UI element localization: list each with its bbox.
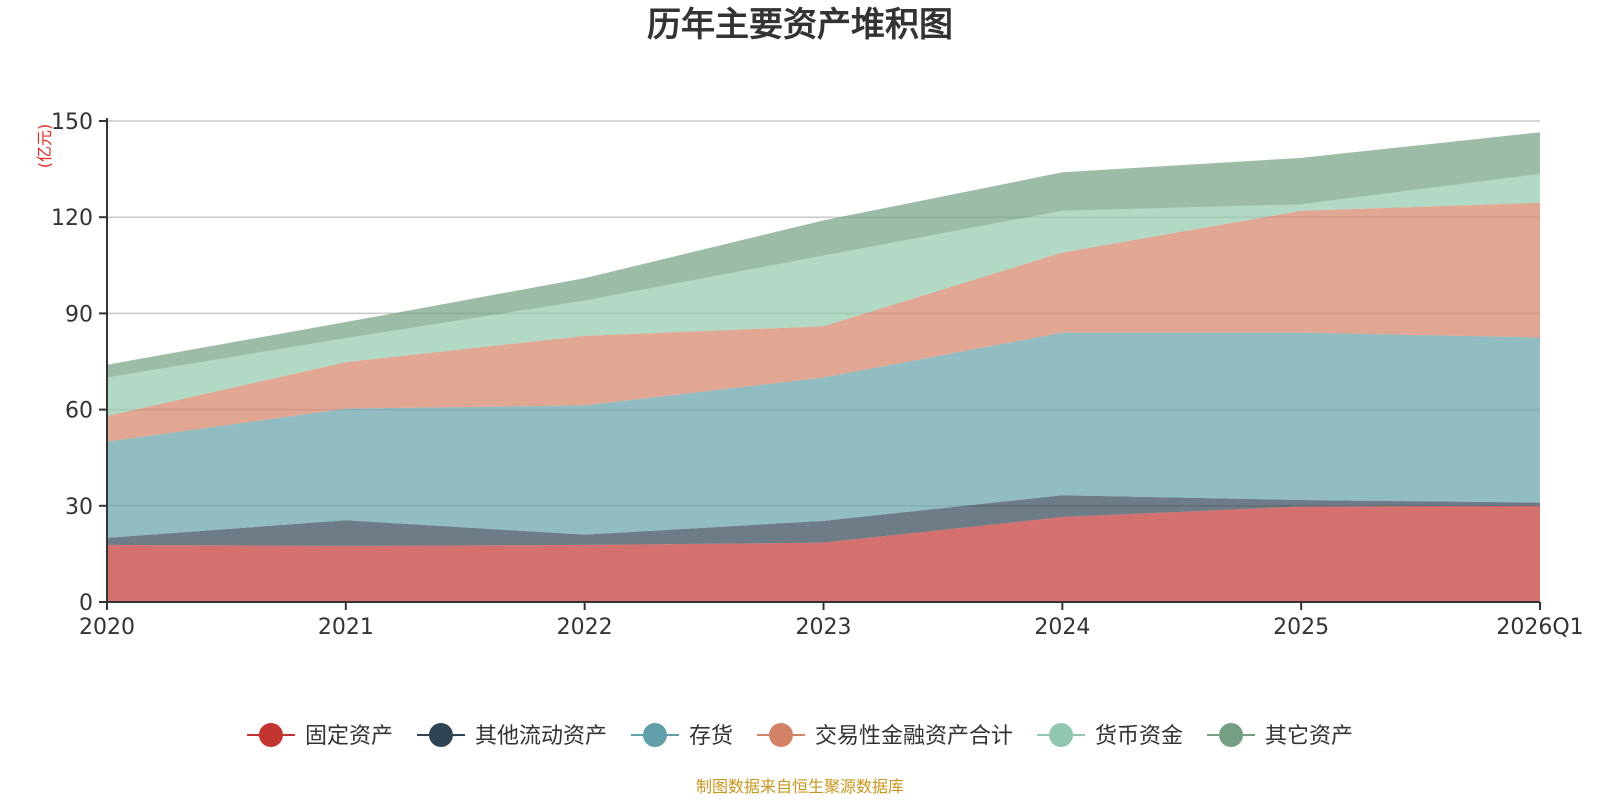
area-series-3 (107, 202, 1540, 442)
legend-item-1[interactable]: 其他流动资产 (416, 723, 607, 749)
y-tick-label-90: 90 (65, 302, 93, 327)
x-tick-label-4: 2024 (1034, 615, 1090, 640)
x-tick-label-0: 2020 (79, 615, 135, 640)
area-series-4 (107, 173, 1540, 417)
y-tick-label-150: 150 (51, 110, 93, 135)
y-tick-label-30: 30 (65, 495, 93, 520)
legend-item-3[interactable]: 交易性金融资产合计 (757, 723, 1013, 749)
legend-label: 货币资金 (1095, 724, 1183, 749)
y-tick-label-0: 0 (79, 591, 93, 616)
area-series-5 (107, 132, 1540, 378)
data-source-note: 制图数据来自恒生聚源数据库 (696, 777, 904, 796)
area-series-0 (107, 505, 1540, 602)
area-series-1 (107, 495, 1540, 546)
legend-label: 交易性金融资产合计 (815, 724, 1013, 749)
x-tick-label-6: 2026Q1 (1496, 615, 1583, 640)
legend-label: 其它资产 (1265, 724, 1353, 749)
legend-marker-dot (258, 723, 283, 747)
chart-title: 历年主要资产堆积图 (647, 5, 953, 45)
x-tick-label-3: 2023 (796, 615, 852, 640)
y-tick-label-120: 120 (51, 206, 93, 231)
y-axis-unit-label: (亿元) (35, 124, 54, 169)
legend-item-5[interactable]: 其它资产 (1207, 723, 1353, 749)
legend-label: 其他流动资产 (475, 724, 607, 749)
legend-item-4[interactable]: 货币资金 (1037, 723, 1183, 749)
legend-label: 存货 (689, 724, 733, 749)
legend: 固定资产 其他流动资产 存货 交易性金融资产合计 货币资金 其它资产 (246, 723, 1353, 749)
legend-marker-dot (642, 723, 667, 747)
x-tick-label-2: 2022 (557, 615, 613, 640)
x-axis-tick-labels: 2020 2021 2022 2023 2024 2025 2026Q1 (79, 602, 1584, 640)
legend-label: 固定资产 (305, 724, 393, 749)
legend-marker-dot (769, 723, 793, 747)
area-series-group (107, 132, 1540, 602)
legend-item-0[interactable]: 固定资产 (246, 723, 393, 749)
legend-marker-dot (428, 723, 453, 747)
x-tick-label-1: 2021 (318, 615, 374, 640)
y-axis-tick-labels: 0 30 60 90 120 150 (51, 110, 107, 616)
x-tick-label-5: 2025 (1273, 615, 1329, 640)
y-tick-label-60: 60 (65, 399, 93, 424)
legend-item-2[interactable]: 存货 (630, 723, 733, 749)
legend-marker-dot (1049, 723, 1074, 747)
area-series-2 (107, 332, 1540, 538)
legend-marker-dot (1219, 723, 1244, 747)
